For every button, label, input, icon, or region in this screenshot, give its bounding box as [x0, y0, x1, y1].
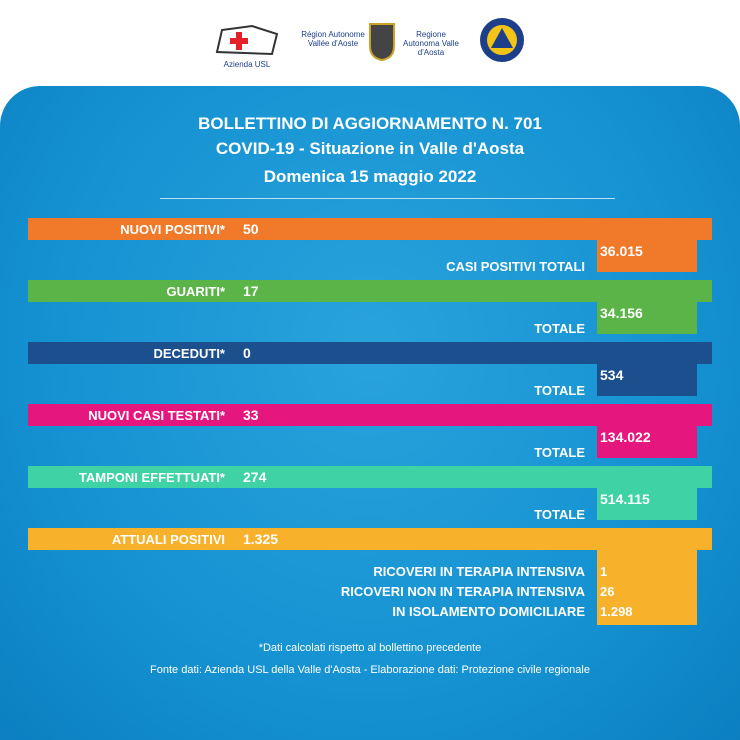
source: Fonte dati: Azienda USL della Valle d'Ao… — [150, 664, 590, 676]
detail-value: 1.298 — [600, 604, 633, 619]
total-label: TOTALE — [534, 507, 585, 522]
row-value: 50 — [243, 221, 259, 237]
logo-text: Région Autonome Vallée d'Aoste — [301, 30, 365, 48]
total-box — [597, 240, 697, 272]
total-value: 134.022 — [600, 429, 651, 445]
detail-value: 26 — [600, 584, 615, 599]
detail-label: RICOVERI NON IN TERAPIA INTENSIVA — [340, 584, 585, 599]
logo-text: Azienda USL — [223, 60, 271, 69]
bar — [28, 528, 712, 550]
title: BOLLETTINO DI AGGIORNAMENTO N. 701 — [198, 114, 542, 133]
details-box — [597, 550, 697, 625]
total-label: TOTALE — [534, 445, 585, 460]
total-label: CASI POSITIVI TOTALI — [446, 259, 585, 274]
total-box — [597, 426, 697, 458]
row-label: NUOVI POSITIVI* — [120, 222, 225, 237]
total-value: 514.115 — [600, 491, 650, 507]
logo-usl: Azienda USL — [212, 22, 282, 69]
logo-icon — [215, 24, 279, 56]
total-value: 36.015 — [600, 243, 643, 259]
total-label: TOTALE — [534, 321, 585, 336]
total-box — [597, 364, 697, 396]
row-label: GUARITI* — [166, 284, 226, 299]
row-label: TAMPONI EFFETTUATI* — [78, 470, 225, 485]
detail-label: IN ISOLAMENTO DOMICILIARE — [392, 604, 585, 619]
detail-label: RICOVERI IN TERAPIA INTENSIVA — [373, 564, 585, 579]
row-value: 1.325 — [243, 531, 279, 547]
row-label: ATTUALI POSITIVI — [111, 532, 225, 547]
subtitle: COVID-19 - Situazione in Valle d'Aosta — [215, 139, 525, 158]
logo-text: Regione Autonoma Valle d'Aosta — [403, 30, 459, 57]
row-label: DECEDUTI* — [153, 346, 225, 361]
bar — [28, 280, 712, 302]
row-value: 17 — [243, 283, 259, 299]
bar — [28, 218, 712, 240]
bar — [28, 404, 712, 426]
row-value: 33 — [243, 407, 259, 423]
bar — [28, 466, 712, 488]
row-label: NUOVI CASI TESTATI* — [88, 408, 225, 423]
detail-value: 1 — [600, 564, 608, 579]
date: Domenica 15 maggio 2022 — [263, 167, 477, 186]
footnote: *Dati calcolati rispetto al bollettino p… — [258, 642, 482, 654]
bar — [28, 342, 712, 364]
total-value: 34.156 — [600, 305, 643, 321]
total-box — [597, 302, 697, 334]
row-value: 0 — [243, 345, 251, 361]
row-value: 274 — [243, 469, 267, 485]
total-box — [597, 488, 697, 520]
logo-crest — [369, 23, 395, 62]
separator — [160, 198, 615, 199]
logo-protezione-civile — [480, 18, 524, 62]
total-value: 534 — [600, 367, 624, 383]
total-label: TOTALE — [534, 383, 585, 398]
